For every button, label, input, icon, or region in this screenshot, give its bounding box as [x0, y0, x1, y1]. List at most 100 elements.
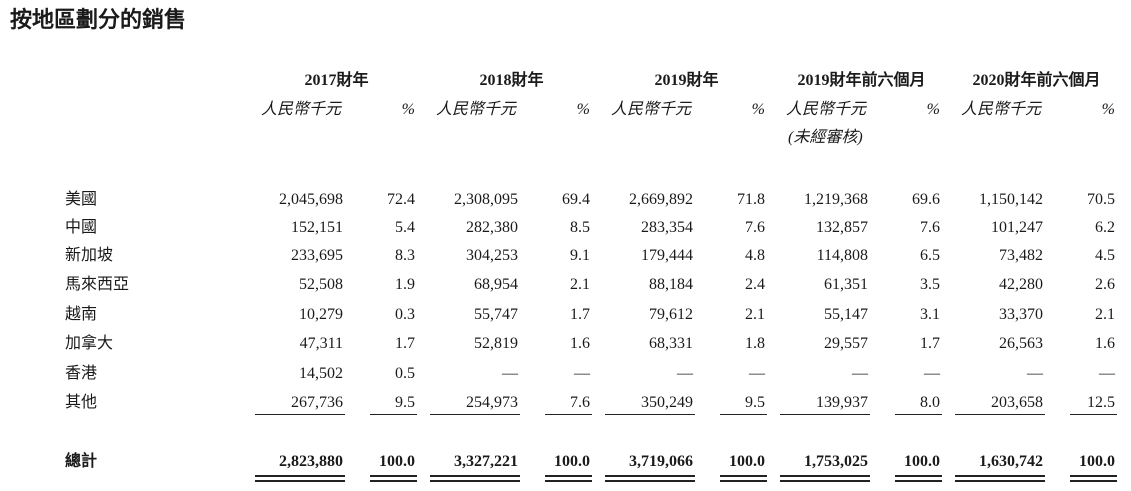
- amount-unit: 人民幣千元: [611, 101, 692, 118]
- total-cell: 100.0: [904, 453, 940, 470]
- total-cell: 100.0: [1079, 453, 1115, 470]
- cell: 1.6: [1095, 335, 1115, 352]
- total-label: 總計: [65, 453, 98, 470]
- cell: 152,151: [291, 219, 343, 236]
- unaudited-note: (未經審核): [788, 129, 863, 146]
- total-rule: [895, 480, 942, 482]
- cell: 33,370: [999, 306, 1043, 323]
- period-header: 2019財年前六個月: [797, 72, 926, 89]
- cell: 6.5: [920, 247, 940, 264]
- cell: 73,482: [999, 247, 1043, 264]
- cell: 88,184: [649, 276, 693, 293]
- row-label: 香港: [65, 365, 98, 382]
- period-header: 2017財年: [304, 72, 369, 89]
- cell: 2,045,698: [279, 191, 343, 208]
- period-header: 2020財年前六個月: [972, 72, 1101, 89]
- cell: 2,308,095: [454, 191, 518, 208]
- row-label: 美國: [65, 191, 98, 208]
- subtotal-rule: [370, 414, 417, 415]
- cell: 9.5: [395, 394, 415, 411]
- cell: 1,150,142: [979, 191, 1043, 208]
- cell: 1.6: [570, 335, 590, 352]
- cell: 69.6: [912, 191, 940, 208]
- subtotal-rule: [955, 414, 1045, 415]
- percent-unit: %: [1101, 101, 1115, 118]
- total-cell: 100.0: [729, 453, 765, 470]
- cell: 29,557: [824, 335, 868, 352]
- amount-unit: 人民幣千元: [786, 101, 867, 118]
- cell: 9.5: [745, 394, 765, 411]
- cell: 10,279: [299, 306, 343, 323]
- total-rule: [605, 480, 695, 482]
- total-cell: 3,719,066: [629, 453, 693, 470]
- cell: —: [502, 365, 518, 382]
- total-cell: 100.0: [379, 453, 415, 470]
- cell: 267,736: [291, 394, 343, 411]
- subtotal-rule: [255, 414, 345, 415]
- percent-unit: %: [926, 101, 940, 118]
- row-label: 馬來西亞: [65, 276, 130, 293]
- cell: 132,857: [816, 219, 868, 236]
- title: 按地區劃分的銷售: [10, 7, 187, 32]
- total-rule: [720, 480, 767, 482]
- cell: 4.8: [745, 247, 765, 264]
- cell: 8.3: [395, 247, 415, 264]
- row-label: 其他: [65, 394, 98, 411]
- total-rule: [1070, 475, 1117, 477]
- cell: 304,253: [466, 247, 518, 264]
- cell: 2,669,892: [629, 191, 693, 208]
- cell: —: [574, 365, 590, 382]
- cell: 2.1: [1095, 306, 1115, 323]
- cell: 14,502: [299, 365, 343, 382]
- cell: 79,612: [649, 306, 693, 323]
- total-rule: [370, 480, 417, 482]
- cell: 8.5: [570, 219, 590, 236]
- amount-unit: 人民幣千元: [961, 101, 1042, 118]
- cell: 68,954: [474, 276, 518, 293]
- cell: 2.6: [1095, 276, 1115, 293]
- cell: 0.5: [395, 365, 415, 382]
- cell: 8.0: [920, 394, 940, 411]
- cell: 3.1: [920, 306, 940, 323]
- cell: 7.6: [920, 219, 940, 236]
- total-cell: 2,823,880: [279, 453, 343, 470]
- cell: 70.5: [1087, 191, 1115, 208]
- total-rule: [955, 480, 1045, 482]
- total-rule: [955, 475, 1045, 477]
- total-rule: [255, 475, 345, 477]
- subtotal-rule: [895, 414, 942, 415]
- cell: 1.9: [395, 276, 415, 293]
- total-rule: [545, 480, 592, 482]
- subtotal-rule: [430, 414, 520, 415]
- subtotal-rule: [720, 414, 767, 415]
- subtotal-rule: [1070, 414, 1117, 415]
- cell: 1.8: [745, 335, 765, 352]
- row-label: 中國: [65, 219, 98, 236]
- cell: 69.4: [562, 191, 590, 208]
- period-header: 2019財年: [654, 72, 719, 89]
- cell: 55,147: [824, 306, 868, 323]
- cell: —: [749, 365, 765, 382]
- cell: 52,508: [299, 276, 343, 293]
- total-rule: [1070, 480, 1117, 482]
- cell: 5.4: [395, 219, 415, 236]
- cell: 1,219,368: [804, 191, 868, 208]
- cell: 6.2: [1095, 219, 1115, 236]
- cell: 7.6: [745, 219, 765, 236]
- cell: 114,808: [816, 247, 868, 264]
- cell: 47,311: [299, 335, 343, 352]
- cell: 179,444: [641, 247, 693, 264]
- cell: 254,973: [466, 394, 518, 411]
- cell: 9.1: [570, 247, 590, 264]
- subtotal-rule: [545, 414, 592, 415]
- cell: —: [1027, 365, 1043, 382]
- total-cell: 1,753,025: [804, 453, 868, 470]
- total-rule: [720, 475, 767, 477]
- cell: —: [1099, 365, 1115, 382]
- total-rule: [780, 475, 870, 477]
- cell: 71.8: [737, 191, 765, 208]
- cell: —: [677, 365, 693, 382]
- row-label: 越南: [65, 306, 98, 323]
- total-rule: [605, 475, 695, 477]
